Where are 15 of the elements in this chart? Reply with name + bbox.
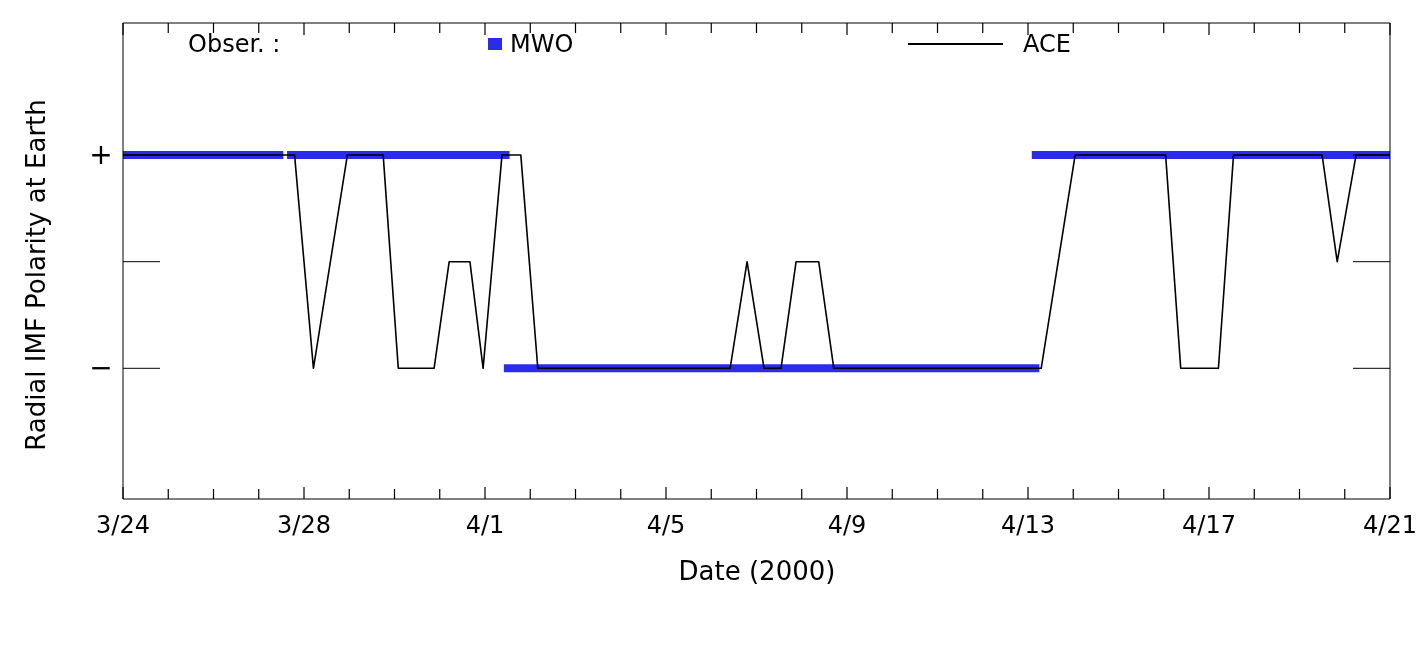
- x-tick-label: 3/24: [96, 511, 150, 539]
- y-axis-title: Radial IMF Polarity at Earth: [21, 99, 51, 451]
- x-axis-title: Date (2000): [677, 556, 837, 586]
- text: +: [89, 138, 113, 172]
- x-tick-label: 4/9: [827, 511, 867, 539]
- text: −: [89, 351, 113, 385]
- legend-title: Obser. :: [188, 30, 282, 58]
- legend-label: ACE: [1022, 30, 1072, 58]
- x-tick-label: 4/1: [465, 511, 505, 539]
- x-tick-label: 4/17: [1182, 511, 1236, 539]
- x-tick-label: 4/13: [1001, 511, 1055, 539]
- x-tick-label: 4/5: [646, 511, 686, 539]
- x-tick-label: 4/21: [1363, 511, 1417, 539]
- x-tick-label: 3/28: [277, 511, 331, 539]
- legend-label: MWO: [509, 30, 575, 58]
